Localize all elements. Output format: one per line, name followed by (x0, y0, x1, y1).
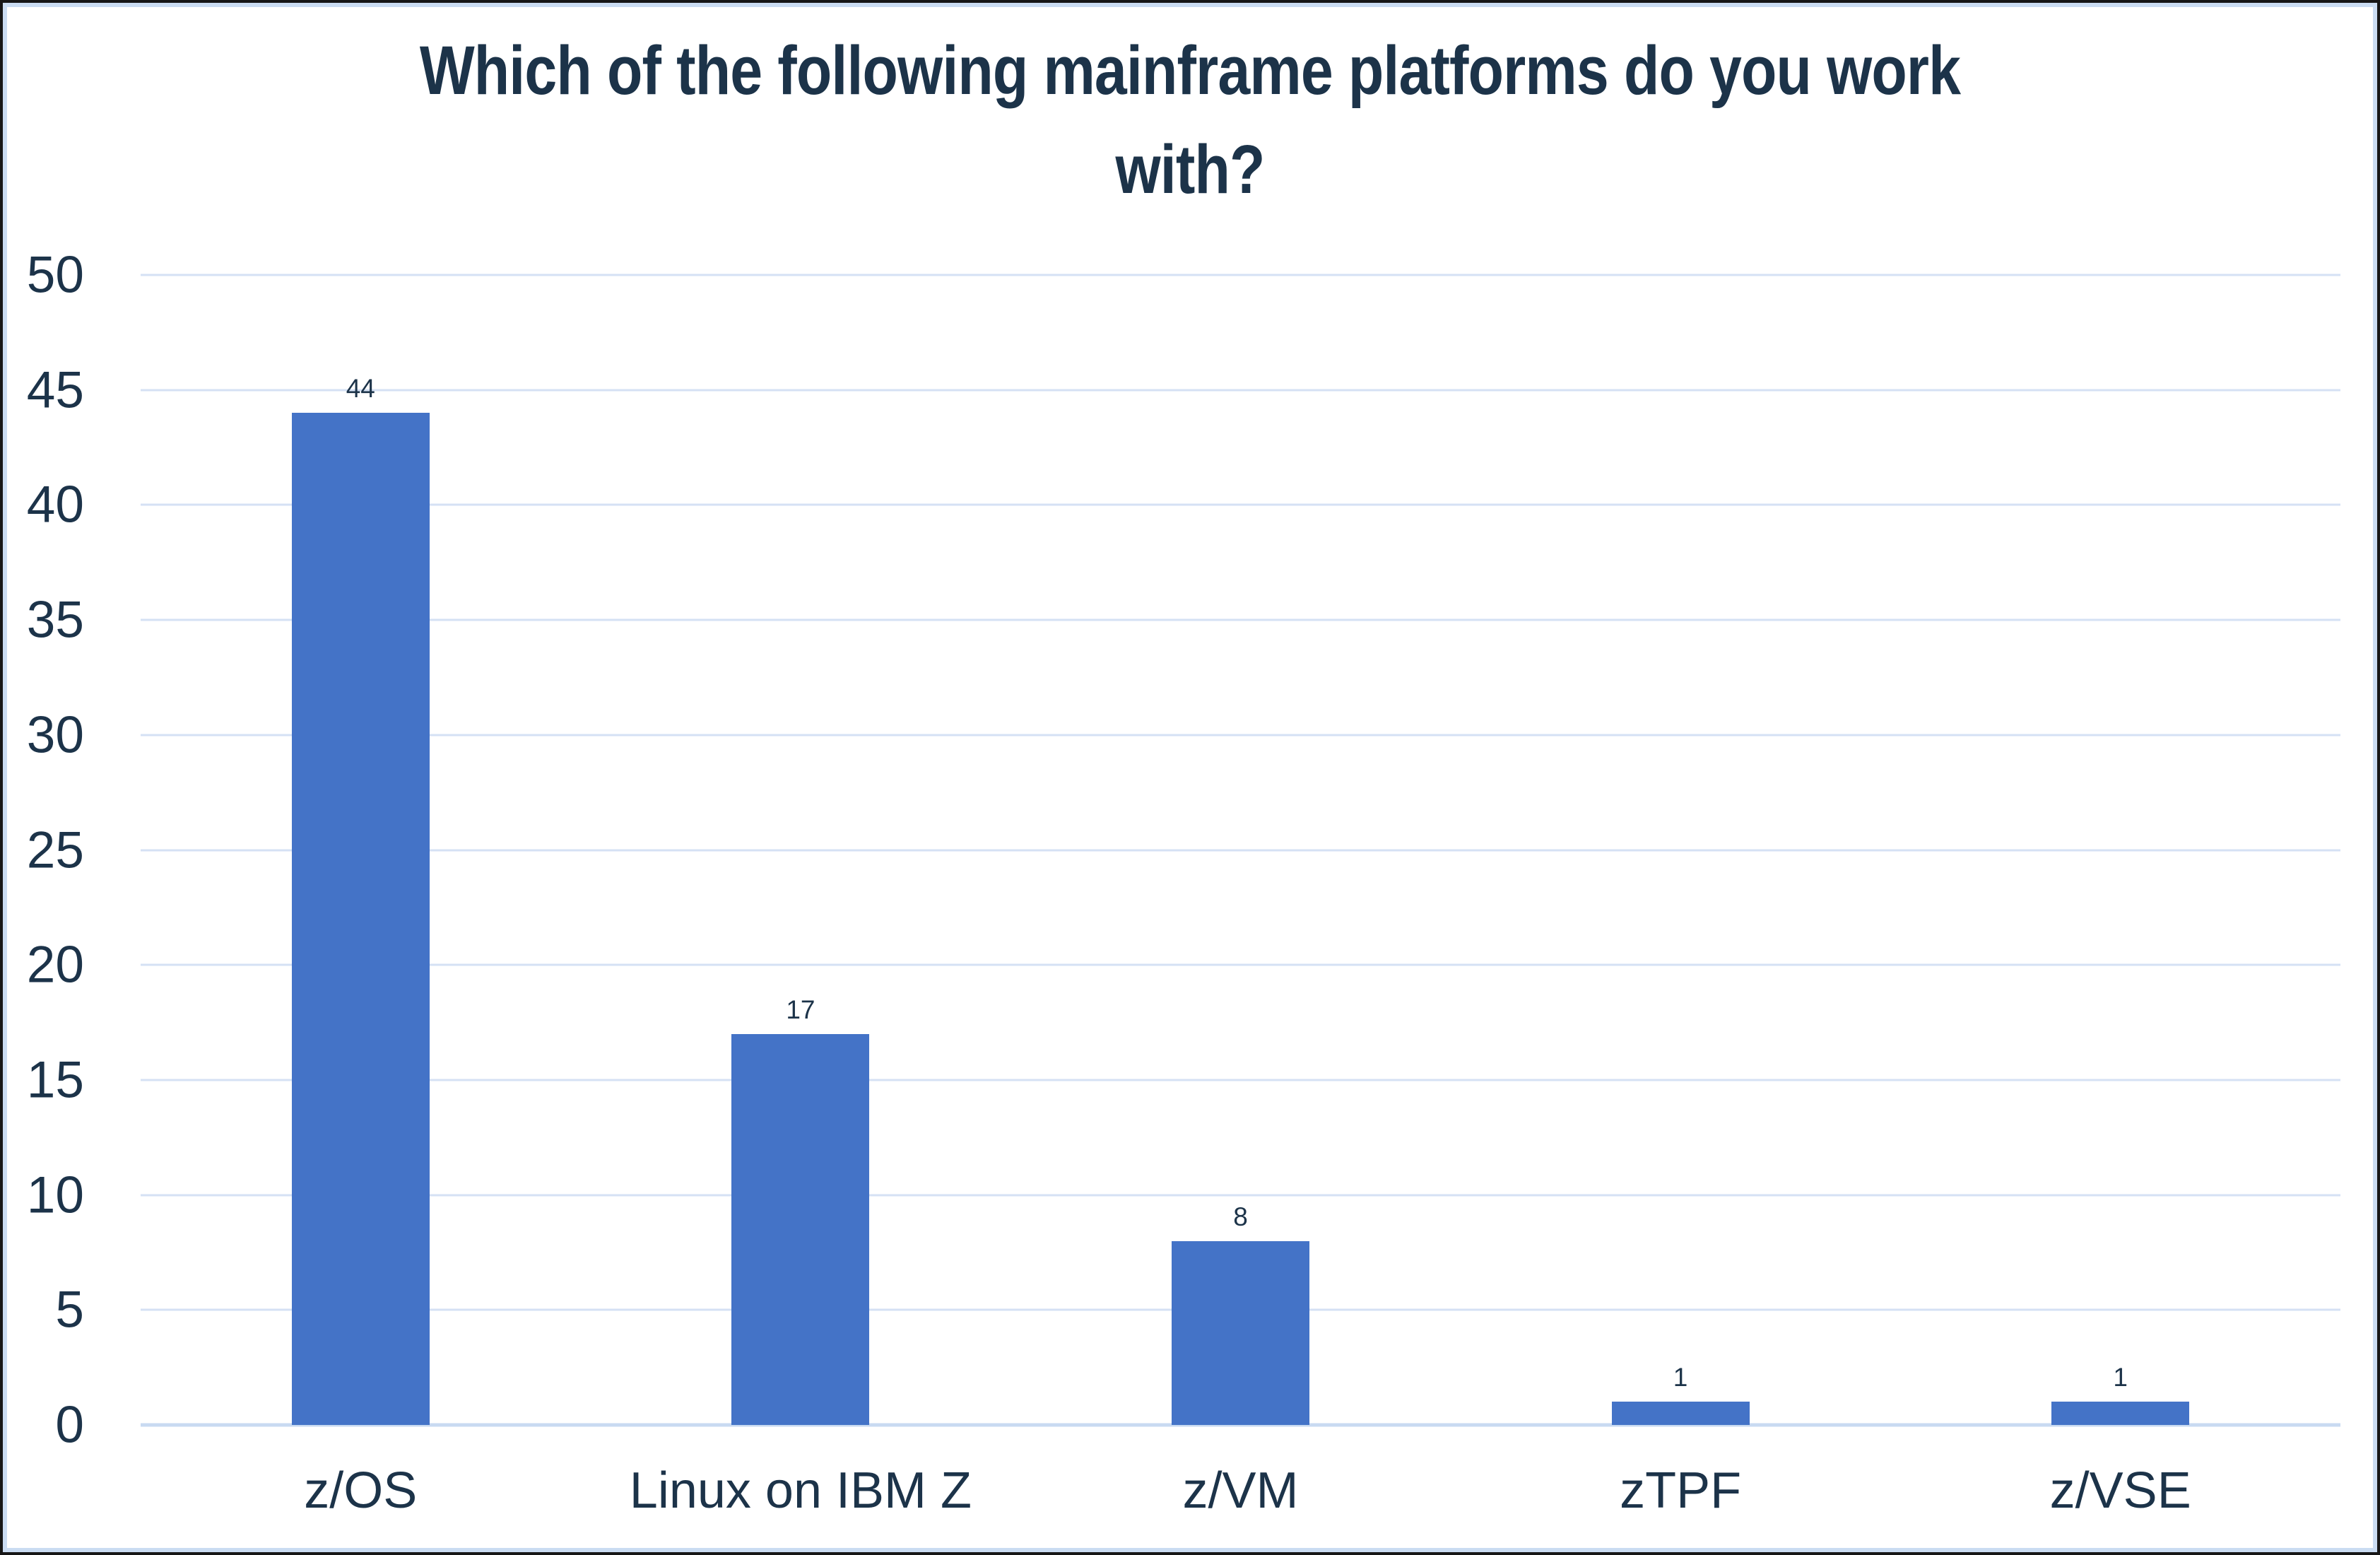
bar-value-label: 8 (1233, 1202, 1248, 1231)
y-axis-tick-label: 0 (55, 1396, 84, 1454)
gridline (141, 503, 2340, 506)
chart-title: Which of the following mainframe platfor… (181, 21, 2199, 219)
gridline (141, 274, 2340, 276)
x-axis-category-label: z/VSE (2049, 1462, 2191, 1519)
gridline (141, 389, 2340, 392)
bar-z-vm (1172, 1240, 1309, 1425)
bar-value-label: 1 (2113, 1363, 2128, 1392)
y-axis-tick-label: 20 (26, 936, 84, 994)
gridline (141, 1079, 2340, 1081)
x-axis-baseline (141, 1423, 2340, 1427)
y-axis-tick-label: 5 (55, 1281, 84, 1339)
plot-area: 0 5 10 15 20 25 30 35 40 45 50 44 z/OS 17 Linux on IBM… (27, 250, 2340, 1519)
bar-ztpf (1611, 1402, 1750, 1425)
x-axis-category-label: z/VM (1182, 1462, 1299, 1519)
bar-z-os (291, 413, 430, 1425)
y-axis-tick-label: 15 (26, 1051, 84, 1109)
bar-value-label: 44 (346, 374, 375, 404)
gridline (141, 849, 2340, 851)
x-axis-category-label: zTPF (1620, 1462, 1742, 1519)
y-axis-tick-label: 45 (26, 361, 84, 419)
y-axis-tick-label: 40 (26, 476, 84, 534)
chart-title-line-2: with? (1115, 131, 1266, 208)
bar-linux-on-ibm-z (731, 1033, 870, 1425)
gridline (141, 618, 2340, 621)
bar-z-vse (2051, 1402, 2190, 1425)
gridline (141, 1194, 2340, 1197)
y-axis-tick-label: 50 (26, 246, 84, 304)
y-axis-tick-label: 10 (26, 1166, 84, 1224)
y-axis-tick-label: 30 (26, 706, 84, 764)
y-axis-tick-label: 25 (26, 821, 84, 879)
gridline (141, 734, 2340, 737)
gridline (141, 963, 2340, 966)
x-axis-category-label: z/OS (304, 1462, 418, 1519)
x-axis-category-label: Linux on IBM Z (629, 1462, 972, 1519)
y-axis-tick-label: 35 (26, 591, 84, 649)
bar-value-label: 17 (786, 994, 815, 1024)
chart-title-line-1: Which of the following mainframe platfor… (419, 32, 1961, 109)
bar-value-label: 1 (1673, 1363, 1688, 1392)
